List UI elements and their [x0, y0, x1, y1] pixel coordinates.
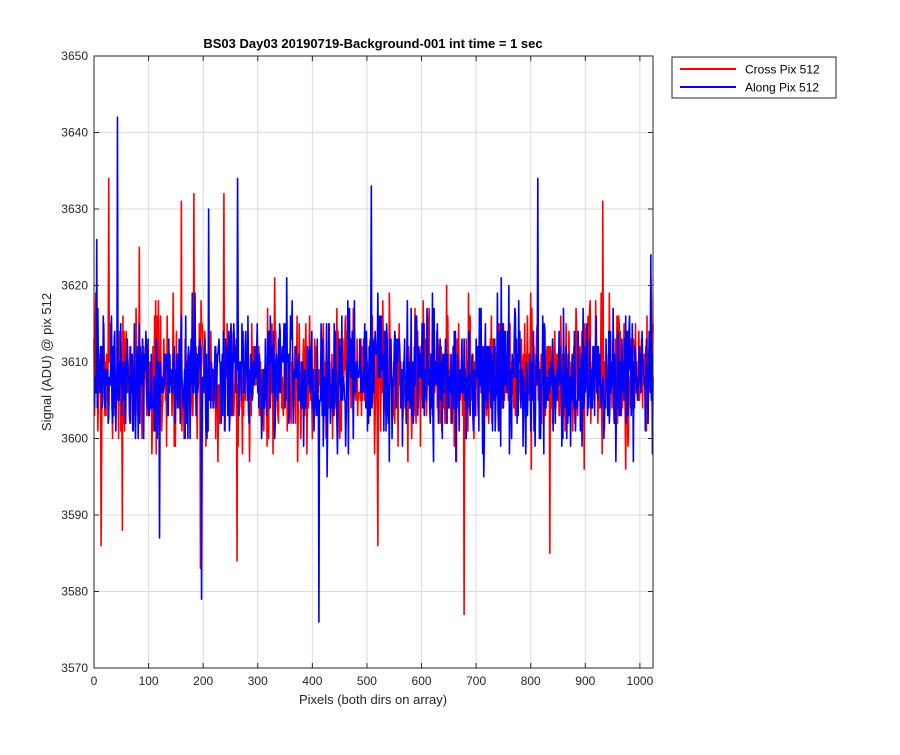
y-tick-label: 3580	[61, 585, 88, 599]
legend[interactable]: Cross Pix 512 Along Pix 512	[671, 56, 837, 99]
chart-title: BS03 Day03 20190719-Background-001 int t…	[203, 36, 542, 51]
x-tick-label: 0	[91, 674, 98, 688]
x-tick-label: 200	[193, 674, 213, 688]
x-tick-label: 1000	[627, 674, 654, 688]
legend-label-cross-pix: Cross Pix 512	[745, 63, 820, 77]
legend-label-along-pix: Along Pix 512	[745, 81, 819, 95]
x-tick-label: 300	[248, 674, 268, 688]
y-tick-label: 3620	[61, 279, 88, 293]
series-line-along-pix	[93, 116, 654, 623]
y-tick-label: 3630	[61, 202, 88, 216]
y-tick-label: 3600	[61, 432, 88, 446]
y-tick-label: 3650	[61, 49, 88, 63]
x-tick-label: 900	[575, 674, 595, 688]
x-tick-label: 800	[521, 674, 541, 688]
x-tick-label: 100	[139, 674, 159, 688]
x-axis-label: Pixels (both dirs on array)	[299, 692, 447, 707]
x-tick-label: 700	[466, 674, 486, 688]
legend-box	[671, 56, 837, 99]
y-tick-label: 3570	[61, 661, 88, 675]
axes: 0 100 200 300 400 500 600 700 800 900 1000 3570 3580…	[61, 49, 653, 688]
y-tick-label: 3640	[61, 126, 88, 140]
x-tick-label: 500	[357, 674, 377, 688]
y-tick-label: 3610	[61, 355, 88, 369]
series-lines	[93, 116, 654, 623]
y-tick-label: 3590	[61, 508, 88, 522]
x-tick-label: 600	[412, 674, 432, 688]
x-tick-label: 400	[302, 674, 322, 688]
y-axis-label: Signal (ADU) @ pix 512	[39, 293, 54, 431]
